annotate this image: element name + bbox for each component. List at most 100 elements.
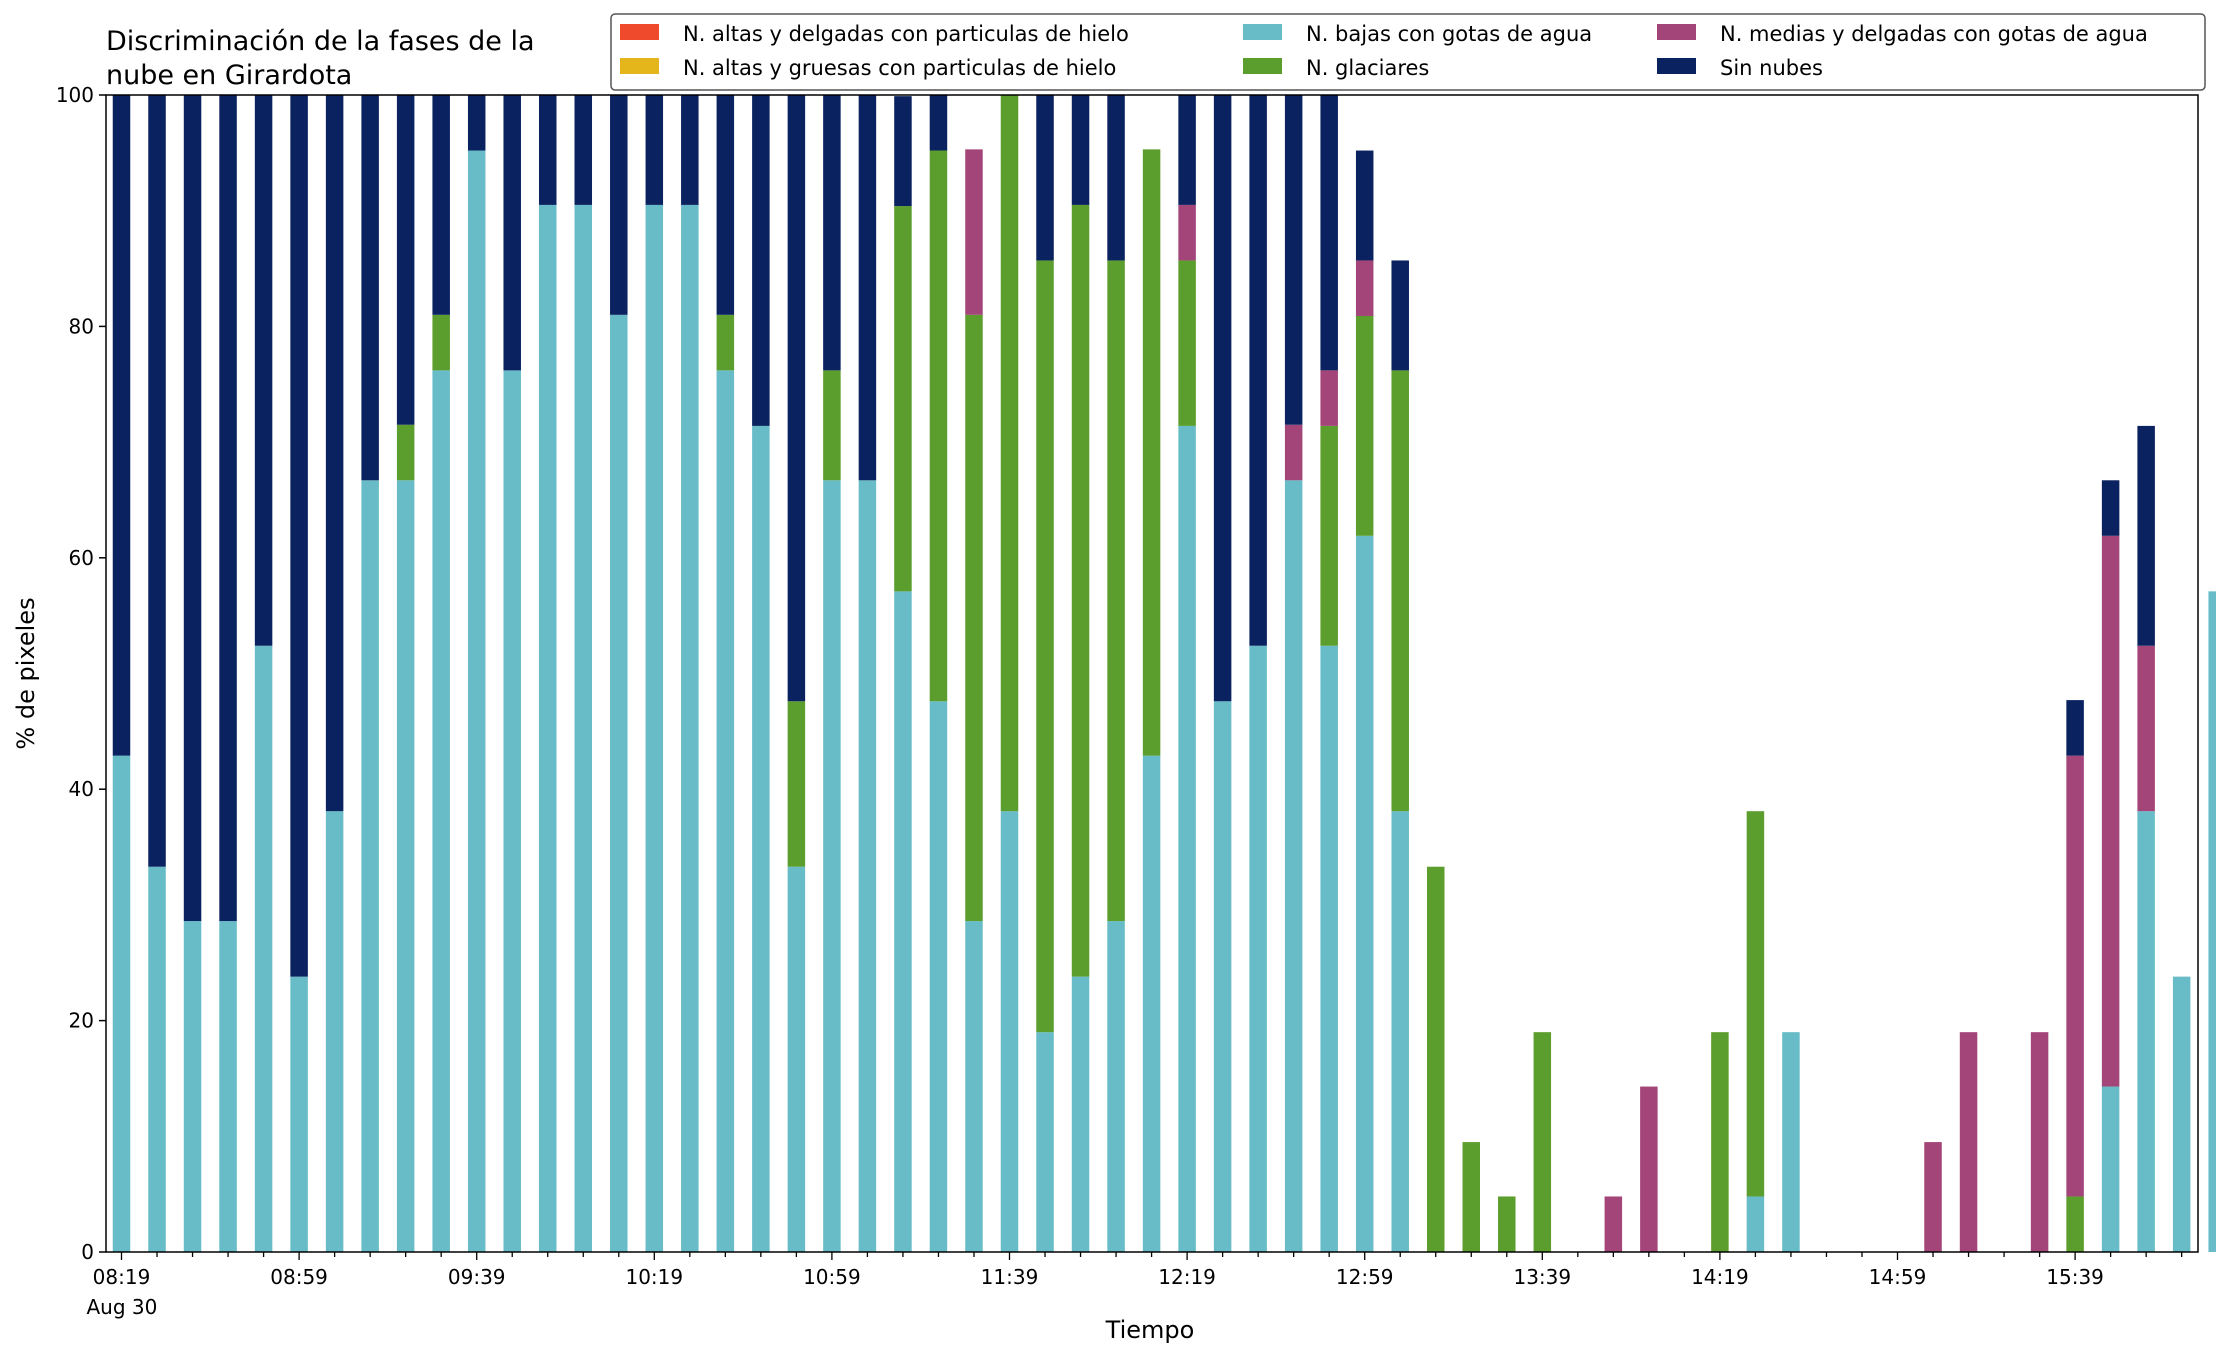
bar-segment (1320, 95, 1338, 371)
bar-segment (432, 95, 450, 315)
legend-swatch (620, 58, 659, 74)
legend: N. altas y delgadas con particulas de hi… (610, 13, 2206, 91)
bar-segment (929, 150, 948, 702)
x-tick-label: 08:19 (93, 1265, 151, 1289)
bar-segment (1355, 260, 1374, 316)
bar-segment (1426, 866, 1445, 1252)
bar-segment (254, 95, 273, 646)
bar-segment (1036, 260, 1054, 1033)
bar-segment (2137, 811, 2155, 1252)
bar-segment (1462, 1142, 1481, 1252)
bar-segment (645, 95, 664, 205)
bar-segment (1284, 95, 1303, 425)
bar-segment (503, 95, 521, 371)
bar-segment (2137, 425, 2155, 646)
x-tick-label: 13:39 (1513, 1265, 1571, 1289)
x-date-label: Aug 30 (87, 1295, 158, 1319)
bar-segment (1640, 1086, 1658, 1252)
x-axis-label: Tiempo (1105, 1316, 1195, 1344)
bar-segment (325, 811, 344, 1252)
bar-segment (1071, 976, 1090, 1252)
bar-segment (467, 150, 486, 1252)
bar-segment (396, 424, 415, 481)
x-tick-label: 14:59 (1869, 1265, 1927, 1289)
bar-segment (2172, 976, 2191, 1252)
bar-segment (965, 149, 983, 315)
bar-segment (1355, 315, 1374, 536)
bar-segment (467, 95, 486, 151)
bar-segment (2137, 645, 2155, 812)
bar-segment (1746, 811, 1765, 1197)
bar-segment (645, 204, 664, 1252)
bar-segment (1391, 370, 1409, 812)
bar-segment (574, 95, 593, 205)
legend-label: N. altas y delgadas con particulas de hi… (683, 22, 1129, 46)
bar-segment (716, 95, 735, 315)
bar-segment (254, 645, 273, 1252)
legend-swatch (1657, 24, 1696, 40)
y-tick-label: 60 (69, 546, 94, 570)
bar-segment (1249, 645, 1267, 1252)
bar-segment (1604, 1196, 1623, 1252)
bar-segment (681, 204, 699, 1252)
bars-layer (112, 95, 2216, 1253)
bar-segment (752, 95, 770, 426)
bar-segment (1711, 1032, 1729, 1252)
bar-segment (1498, 1196, 1516, 1252)
bar-segment (396, 95, 415, 425)
bar-segment (538, 204, 557, 1252)
bar-segment (2066, 1196, 2084, 1252)
bar-segment (148, 866, 166, 1252)
bar-segment (929, 95, 948, 151)
bar-segment (823, 95, 841, 371)
bar-segment (1533, 1032, 1552, 1252)
bar-segment (1107, 95, 1125, 261)
bar-segment (1000, 95, 1019, 812)
bar-segment (1320, 645, 1338, 1252)
legend-label: N. medias y delgadas con gotas de agua (1720, 22, 2148, 46)
legend-frame (610, 13, 2206, 91)
bar-segment (929, 701, 948, 1252)
bar-segment (290, 976, 308, 1252)
bar-segment (2030, 1032, 2049, 1252)
bar-segment (1249, 95, 1267, 646)
bar-segment (823, 480, 841, 1252)
bar-segment (148, 95, 166, 867)
bar-segment (716, 370, 735, 1253)
y-axis-label: % de pixeles (12, 597, 40, 749)
axes-layer: 0 20 40 60 80 100 08:19 08:59 09:39 10:19 10:59 11:… (12, 83, 2199, 1344)
bar-segment (787, 701, 806, 867)
bar-segment (1071, 204, 1090, 977)
bar-segment (1036, 1032, 1054, 1252)
bar-segment (610, 95, 628, 315)
legend-swatch (620, 24, 659, 40)
bar-segment (1746, 1196, 1765, 1252)
bar-segment (752, 425, 770, 1253)
legend-swatch (1657, 58, 1696, 74)
bar-segment (1178, 260, 1196, 426)
bar-segment (1107, 921, 1125, 1252)
bar-segment (2101, 535, 2120, 1087)
bar-segment (1142, 149, 1161, 756)
bar-segment (1782, 1032, 1800, 1252)
bar-segment (219, 921, 237, 1252)
x-tick-label: 11:39 (981, 1265, 1039, 1289)
legend-label: N. bajas con gotas de agua (1306, 22, 1592, 46)
legend-swatch (1243, 58, 1282, 74)
bar-segment (2066, 755, 2084, 1197)
bar-segment (1391, 811, 1409, 1252)
bar-segment (2101, 480, 2120, 536)
bar-segment (538, 95, 557, 205)
bar-segment (1355, 535, 1374, 1252)
bar-segment (1071, 95, 1090, 205)
bar-segment (1391, 260, 1409, 371)
bar-segment (361, 95, 379, 481)
y-tick-label: 80 (69, 314, 94, 338)
x-tick-label: 10:19 (625, 1265, 683, 1289)
bar-segment (183, 95, 202, 922)
bar-segment (965, 921, 983, 1252)
y-tick-label: 20 (69, 1009, 94, 1033)
x-tick-label: 09:39 (448, 1265, 506, 1289)
